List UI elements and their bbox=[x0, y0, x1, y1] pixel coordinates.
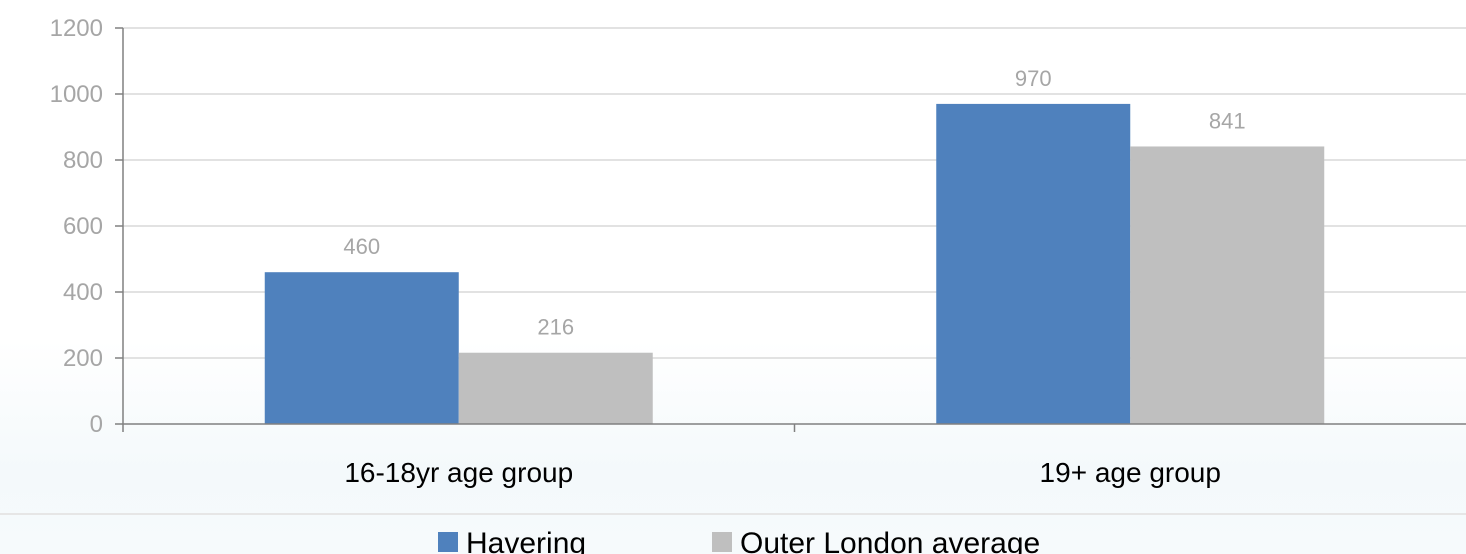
data-label: 216 bbox=[537, 315, 574, 340]
data-label: 970 bbox=[1015, 66, 1052, 91]
y-tick-label: 200 bbox=[63, 345, 103, 372]
bar bbox=[458, 352, 653, 424]
legend-label: Havering bbox=[466, 527, 586, 554]
bar bbox=[936, 103, 1131, 425]
legend-label: Outer London average bbox=[740, 527, 1040, 554]
bar bbox=[1130, 146, 1325, 424]
legend-swatch bbox=[712, 532, 732, 552]
axes bbox=[0, 27, 1466, 515]
x-category-label: 16-18yr age group bbox=[344, 457, 573, 488]
y-tick-label: 800 bbox=[63, 147, 103, 174]
data-label: 460 bbox=[343, 234, 380, 259]
labels: 0 200 400 600 800 1000 1200 460 216 16-18yr age g… bbox=[50, 15, 1246, 488]
bar bbox=[264, 272, 459, 424]
data-label: 841 bbox=[1209, 108, 1246, 133]
y-tick-label: 0 bbox=[90, 411, 103, 438]
legend: Havering Outer London average bbox=[438, 527, 1040, 554]
y-tick-label: 1000 bbox=[50, 81, 103, 108]
y-tick-label: 1200 bbox=[50, 15, 103, 42]
legend-swatch bbox=[438, 532, 458, 552]
x-category-label: 19+ age group bbox=[1040, 457, 1221, 488]
y-tick-label: 600 bbox=[63, 213, 103, 240]
bars bbox=[264, 103, 1325, 425]
y-tick-label: 400 bbox=[63, 279, 103, 306]
